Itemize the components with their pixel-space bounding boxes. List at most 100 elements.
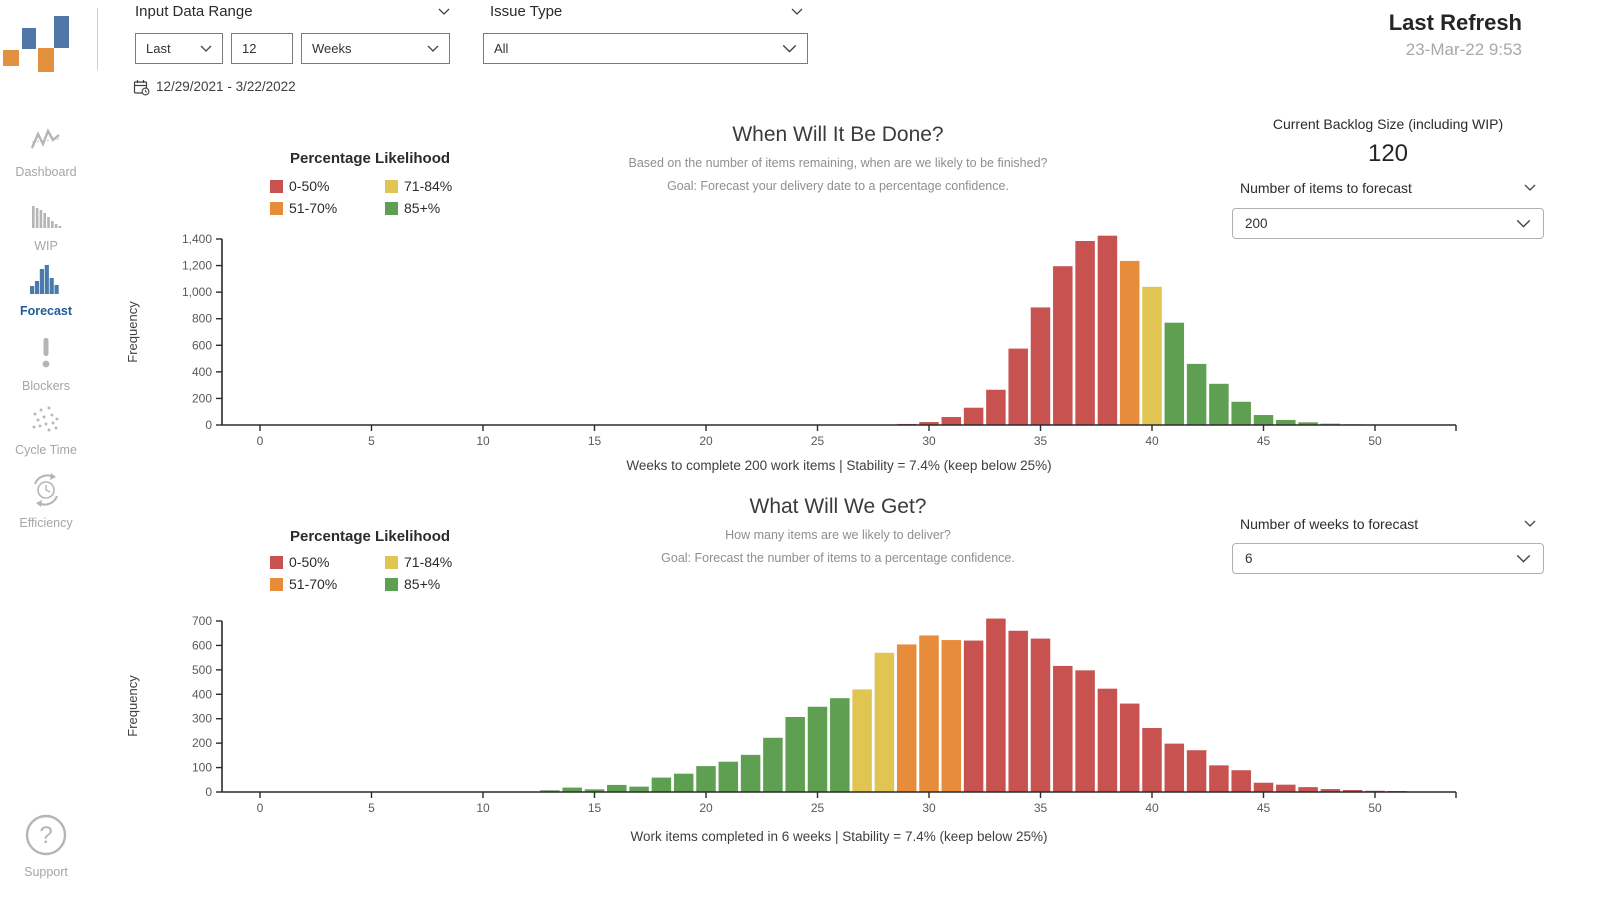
legend-title: Percentage Likelihood: [290, 150, 451, 167]
svg-text:25: 25: [811, 801, 825, 815]
chevron-down-icon[interactable]: [791, 8, 803, 15]
svg-text:?: ?: [39, 822, 52, 849]
date-range-text: 12/29/2021 - 3/22/2022: [156, 79, 296, 94]
legend-label: 71-84%: [404, 554, 453, 570]
svg-text:0: 0: [205, 785, 212, 799]
done-chart-plot: 0 200 400 600 800 1,000 1,200 1,400 0 5 10 15 20 25 30…: [125, 232, 1457, 448]
range-unit-select[interactable]: Weeks: [301, 33, 450, 64]
svg-text:0: 0: [205, 418, 212, 432]
exclamation-icon: [42, 338, 50, 368]
question-mark-icon: ?: [25, 814, 67, 856]
chevron-down-icon: [1516, 554, 1531, 563]
svg-text:30: 30: [922, 801, 936, 815]
legend-entry: 0-50%: [270, 554, 329, 570]
done-chart-subtitle-1: Based on the number of items remaining, …: [628, 156, 1048, 170]
backlog-size-value: 120: [1367, 140, 1409, 167]
svg-text:10: 10: [476, 434, 490, 448]
svg-text:1,400: 1,400: [182, 232, 212, 246]
svg-text:Frequency: Frequency: [125, 301, 140, 363]
done-chart-title: When Will It Be Done?: [732, 123, 944, 146]
items-forecast-select[interactable]: 200: [1232, 208, 1544, 239]
sidebar-item-label: Dashboard: [15, 165, 77, 179]
svg-text:35: 35: [1034, 434, 1048, 448]
svg-text:20: 20: [699, 801, 713, 815]
sidebar-item-label: Cycle Time: [15, 443, 77, 457]
legend-entry: 51-70%: [270, 200, 337, 216]
sidebar-item-efficiency[interactable]: Efficiency: [0, 471, 92, 530]
app-logo: [0, 0, 96, 72]
logo-icon: [3, 16, 69, 72]
last-refresh-label: Last Refresh: [1388, 10, 1522, 35]
svg-text:50: 50: [1368, 801, 1382, 815]
sidebar-item-forecast[interactable]: Forecast: [0, 263, 92, 318]
svg-text:0: 0: [257, 434, 264, 448]
svg-text:30: 30: [922, 434, 936, 448]
svg-text:5: 5: [368, 434, 375, 448]
svg-text:45: 45: [1257, 801, 1271, 815]
histogram-icon: [30, 265, 59, 294]
svg-text:200: 200: [192, 391, 212, 405]
legend-title: Percentage Likelihood: [290, 528, 451, 545]
sidebar-item-label: Efficiency: [19, 516, 73, 530]
get-chart-subtitle-2: Goal: Forecast the number of items to a …: [661, 551, 1015, 565]
issue-type-label: Issue Type: [490, 3, 563, 20]
legend-label: 51-70%: [289, 576, 338, 592]
sidebar-item-wip[interactable]: WIP: [0, 200, 92, 253]
svg-text:15: 15: [588, 434, 602, 448]
chevron-down-icon: [427, 45, 439, 52]
sidebar-item-cycle-time[interactable]: Cycle Time: [0, 404, 92, 457]
legend-label: 85+%: [404, 576, 441, 592]
legend-swatch-yellow: [385, 555, 398, 569]
last-refresh-value: 23-Mar-22 9:53: [1405, 40, 1522, 59]
range-mode-select[interactable]: Last: [135, 33, 223, 64]
sidebar-item-support[interactable]: ? Support: [0, 812, 92, 879]
input-data-range-label: Input Data Range: [135, 3, 253, 20]
legend-swatch-orange: [270, 201, 283, 215]
chevron-down-icon[interactable]: [1524, 184, 1536, 191]
issue-type-value: All: [494, 41, 509, 56]
get-chart-subtitle-1: How many items are we likely to deliver?: [725, 528, 951, 542]
legend-swatch-yellow: [385, 179, 398, 193]
done-chart-subtitle-2: Goal: Forecast your delivery date to a p…: [667, 179, 1009, 193]
weeks-forecast-select[interactable]: 6: [1232, 543, 1544, 574]
sidebar-item-blockers[interactable]: Blockers: [0, 336, 92, 393]
legend-entry: 85+%: [385, 200, 440, 216]
legend-label: 0-50%: [289, 554, 330, 570]
legend-entry: 85+%: [385, 576, 440, 592]
clock-cycle-icon: [34, 473, 58, 507]
svg-text:500: 500: [192, 663, 212, 677]
legend-swatch-green: [385, 201, 398, 215]
svg-text:600: 600: [192, 638, 212, 652]
svg-text:400: 400: [192, 687, 212, 701]
range-count-input[interactable]: [231, 33, 293, 64]
items-forecast-value: 200: [1245, 216, 1268, 231]
svg-text:200: 200: [192, 736, 212, 750]
svg-text:700: 700: [192, 614, 212, 628]
svg-text:5: 5: [368, 801, 375, 815]
svg-text:0: 0: [257, 801, 264, 815]
scatter-plot-icon: [32, 406, 59, 432]
header-divider: [97, 8, 98, 70]
chevron-down-icon[interactable]: [438, 8, 450, 15]
chevron-down-icon[interactable]: [1524, 520, 1536, 527]
sidebar-item-dashboard[interactable]: Dashboard: [0, 126, 92, 179]
svg-text:400: 400: [192, 365, 212, 379]
legend-entry: 71-84%: [385, 178, 452, 194]
svg-text:Frequency: Frequency: [125, 675, 140, 737]
legend-entry: 51-70%: [270, 576, 337, 592]
svg-text:40: 40: [1145, 801, 1159, 815]
svg-text:100: 100: [192, 761, 212, 775]
legend-entry: 71-84%: [385, 554, 452, 570]
issue-type-select[interactable]: All: [483, 33, 808, 64]
chevron-down-icon: [200, 45, 212, 52]
get-chart-title: What Will We Get?: [749, 495, 927, 518]
line-chart-icon: [30, 128, 60, 149]
get-chart-caption: Work items completed in 6 weeks | Stabil…: [630, 829, 1048, 844]
legend-entry: 0-50%: [270, 178, 329, 194]
calendar-icon: [133, 80, 150, 96]
svg-text:50: 50: [1368, 434, 1382, 448]
chevron-down-icon: [782, 44, 797, 53]
svg-text:1,000: 1,000: [182, 285, 212, 299]
sidebar-item-label: Blockers: [22, 379, 70, 393]
svg-text:1,200: 1,200: [182, 259, 212, 273]
